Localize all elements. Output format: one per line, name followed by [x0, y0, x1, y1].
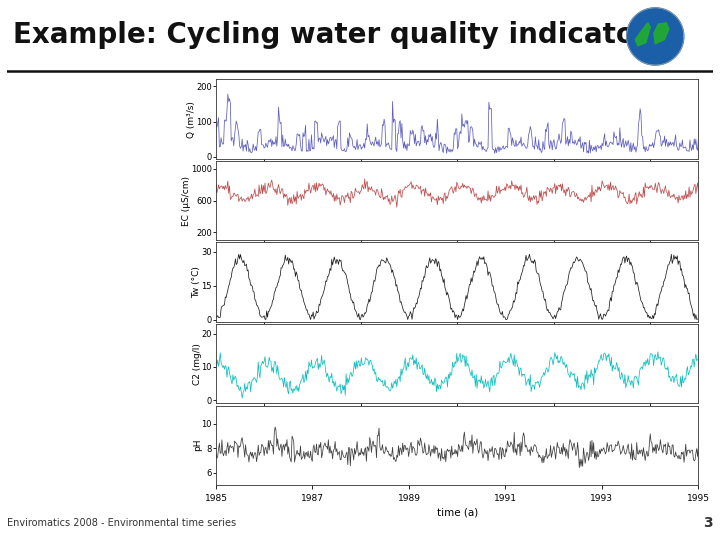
- Polygon shape: [626, 8, 684, 65]
- Text: Example: Cycling water quality indicators: Example: Cycling water quality indicator…: [13, 21, 665, 49]
- X-axis label: time (a): time (a): [436, 507, 478, 517]
- Y-axis label: C2 (mg/l): C2 (mg/l): [193, 343, 202, 384]
- Y-axis label: pH: pH: [193, 439, 202, 451]
- Polygon shape: [654, 23, 669, 44]
- Y-axis label: Tw (°C): Tw (°C): [192, 266, 202, 298]
- Text: Enviromatics 2008 - Environmental time series: Enviromatics 2008 - Environmental time s…: [7, 518, 236, 528]
- Polygon shape: [635, 23, 650, 46]
- Y-axis label: EC (μS/cm): EC (μS/cm): [182, 176, 192, 226]
- Text: 3: 3: [703, 516, 713, 530]
- Y-axis label: Q (m³/s): Q (m³/s): [187, 100, 197, 138]
